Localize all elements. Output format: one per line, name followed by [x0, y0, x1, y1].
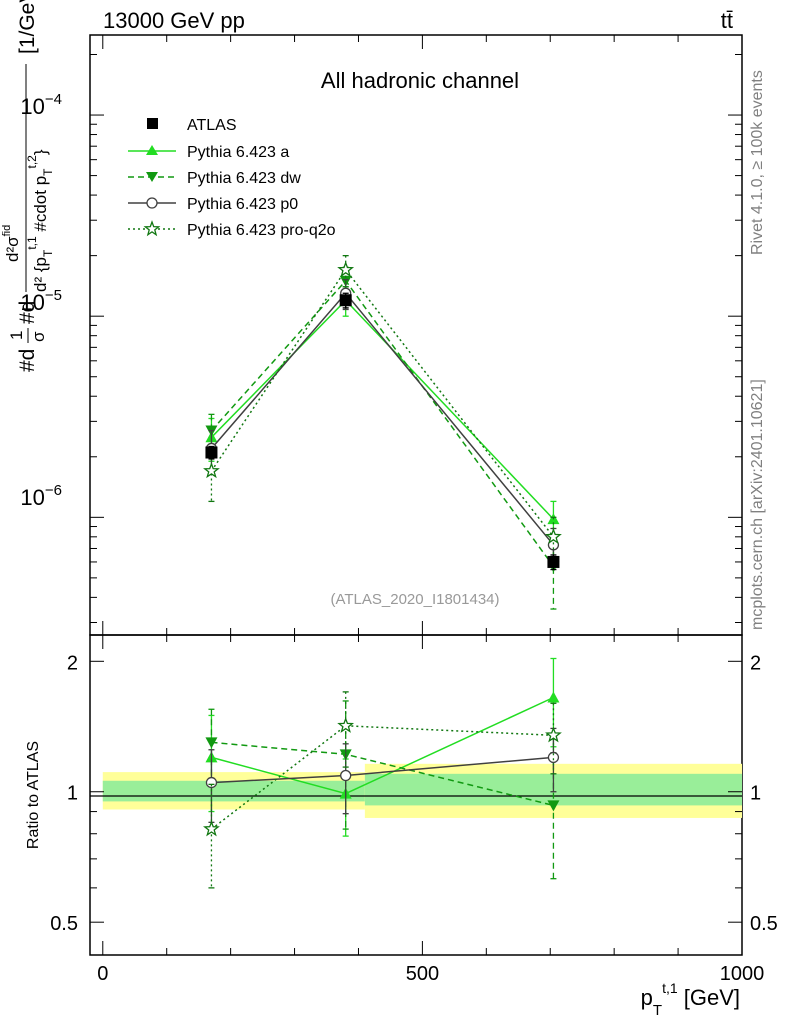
- rivet-label: Rivet 4.1.0, ≥ 100k events: [749, 70, 766, 255]
- watermark: (ATLAS_2020_I1801434): [330, 591, 499, 608]
- svg-text:Pythia 6.423 pro-q2o: Pythia 6.423 pro-q2o: [187, 222, 336, 239]
- ratio-y-tick-label: 1: [67, 783, 78, 805]
- data-point: [205, 776, 218, 789]
- svg-text:10−5: 10−5: [20, 287, 62, 315]
- legend-entry: Pythia 6.423 a: [128, 144, 289, 161]
- x-tick-label: 0: [97, 963, 108, 985]
- series-pythia-6-423-pro-q2o: [203, 691, 562, 889]
- data-point: [339, 294, 352, 307]
- ratio-y-tick-label: 1: [750, 783, 761, 805]
- legend-entry: Pythia 6.423 p0: [128, 196, 298, 213]
- ratio-y-axis-label: Ratio to ATLAS: [25, 741, 42, 849]
- svg-text:d² {pTt,1 #cdot pTt,2}: d² {pTt,1 #cdot pTt,2}: [25, 149, 55, 292]
- svg-text:d²σfid: d²σfid: [1, 225, 22, 262]
- data-point: [547, 555, 560, 568]
- data-point: [337, 716, 355, 733]
- ratio-y-tick-label: 2: [67, 652, 78, 674]
- data-point: [337, 260, 355, 277]
- data-point: [545, 527, 562, 544]
- svg-text:#d: #d: [16, 301, 39, 324]
- uncertainty-band-inner: [102, 780, 365, 802]
- y-axis-label: #d 1 σ #d d²σfid d² {pTt,1 #cdot pTt,2} …: [1, 0, 55, 372]
- data-point: [203, 820, 220, 837]
- x-tick-label: 1000: [720, 963, 765, 985]
- ratio-y-tick-label: 0.5: [50, 913, 78, 935]
- svg-text:#d: #d: [16, 349, 39, 372]
- series-line: [211, 725, 554, 830]
- svg-text:σ: σ: [29, 331, 48, 342]
- data-point: [545, 726, 562, 743]
- data-point: [340, 769, 352, 782]
- ratio-y-tick-label: 0.5: [750, 913, 778, 935]
- y-tick-label: 10−6: [20, 482, 62, 510]
- y-tick-label: 10−5: [20, 287, 62, 315]
- svg-text:10−6: 10−6: [20, 482, 62, 510]
- data-point: [547, 800, 560, 812]
- process-label: tt̄: [721, 8, 733, 33]
- data-point: [205, 737, 218, 749]
- y-tick-label: 10−4: [20, 91, 62, 119]
- svg-text:Pythia 6.423 dw: Pythia 6.423 dw: [187, 170, 301, 187]
- x-axis-label: pTt,1 [GeV]: [641, 980, 740, 1019]
- svg-text:10−4: 10−4: [20, 91, 62, 119]
- legend-entry: ATLAS: [147, 117, 237, 134]
- svg-text:ATLAS: ATLAS: [187, 117, 237, 134]
- svg-text:Pythia 6.423 p0: Pythia 6.423 p0: [187, 196, 298, 213]
- series-atlas: [205, 292, 560, 571]
- plot-title: All hadronic channel: [321, 68, 519, 93]
- data-point: [203, 462, 220, 479]
- legend-entry: Pythia 6.423 dw: [128, 170, 301, 187]
- data-point: [547, 691, 560, 703]
- ratio-y-tick-label: 2: [750, 652, 761, 674]
- energy-label: 13000 GeV pp: [103, 8, 245, 33]
- data-point: [205, 446, 218, 459]
- legend-entry: Pythia 6.423 pro-q2o: [128, 220, 336, 239]
- mcplots-label: mcplots.cern.ch [arXiv:2401.10621]: [749, 379, 766, 630]
- data-point: [547, 751, 560, 764]
- svg-text:1: 1: [7, 331, 26, 340]
- svg-text:Pythia 6.423 a: Pythia 6.423 a: [187, 144, 289, 161]
- x-tick-label: 500: [406, 963, 439, 985]
- svg-text:[1/GeV2]: [1/GeV2]: [11, 0, 39, 54]
- legend: ATLAS Pythia 6.423 a Pythia 6.423 dw Pyt…: [128, 117, 336, 239]
